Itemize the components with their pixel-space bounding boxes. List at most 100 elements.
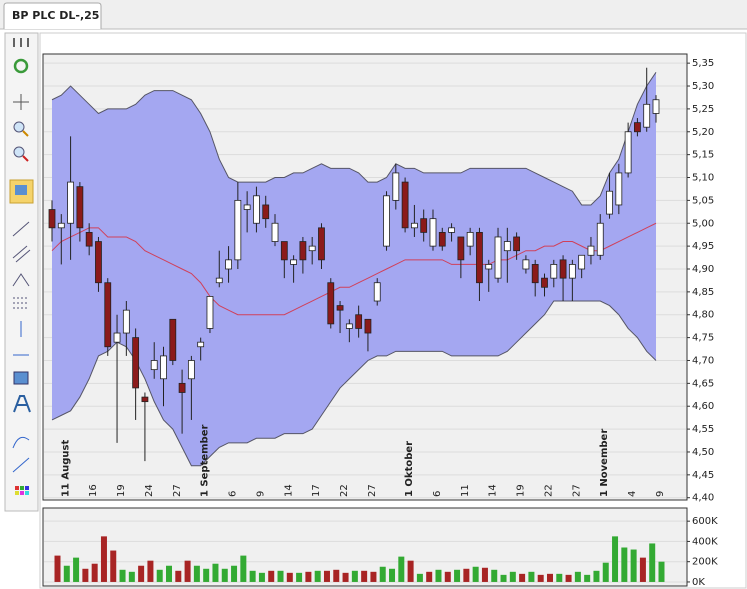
x-tick-label: 1 Oktober <box>404 441 415 497</box>
volume-bar <box>203 568 210 582</box>
x-tick-label: 19 <box>516 484 527 497</box>
x-tick-label: 6 <box>432 491 443 497</box>
y-tick-label: 4,85 <box>692 287 714 298</box>
tool-line[interactable] <box>12 221 30 237</box>
volume-bar <box>454 569 461 582</box>
tool-curve[interactable] <box>12 436 30 449</box>
volume-bar <box>296 572 303 582</box>
volume-bar <box>323 570 330 582</box>
volume-bar <box>212 563 219 582</box>
candle-body <box>76 186 84 229</box>
volume-bar <box>166 565 173 582</box>
tool-rectangle[interactable] <box>13 371 29 385</box>
candle-body <box>373 282 381 302</box>
tool-refresh[interactable] <box>13 58 29 74</box>
x-tick-label: 11 August <box>60 440 71 497</box>
candle-body <box>262 204 270 220</box>
tool-ray[interactable] <box>12 457 30 473</box>
candle-body <box>318 227 325 261</box>
candle-body <box>67 181 74 224</box>
x-tick-label: 9 <box>655 491 666 497</box>
candle-body <box>568 264 576 279</box>
candle-body <box>57 222 65 229</box>
candle-body <box>206 296 214 329</box>
tool-crosshair[interactable] <box>13 94 29 110</box>
tool-fibonacci[interactable] <box>13 297 29 309</box>
tool-triangle[interactable] <box>12 273 30 287</box>
candle-body <box>420 218 428 233</box>
volume-bar <box>110 550 117 582</box>
tool-grip[interactable] <box>13 38 29 47</box>
tab[interactable] <box>3 2 102 29</box>
tool-zoom-in[interactable] <box>13 121 29 137</box>
candle-body <box>615 172 623 206</box>
y-tick-label: 5,00 <box>692 218 714 229</box>
candle-body <box>559 259 567 279</box>
candle-body <box>345 323 353 329</box>
volume-bar <box>584 574 591 582</box>
volume-bar <box>221 568 228 582</box>
candle-body <box>448 227 455 233</box>
tool-palette[interactable] <box>15 486 29 495</box>
candle-body <box>383 195 390 247</box>
y-tick-label: 400K <box>692 536 718 547</box>
candle-body <box>652 99 660 114</box>
volume-bar <box>286 572 293 582</box>
tool-select[interactable] <box>9 179 34 204</box>
tool-channel[interactable] <box>12 245 31 263</box>
tab-title[interactable]: BP PLC DL-,25 <box>12 9 99 22</box>
candle-body <box>624 131 632 174</box>
volume-bar <box>333 569 340 582</box>
y-tick-label: 4,40 <box>692 493 714 504</box>
volume-bar <box>119 569 126 582</box>
volume-bar <box>519 573 526 582</box>
volume-bar <box>639 557 646 582</box>
volume-bar <box>481 567 488 582</box>
x-tick-label: 14 <box>283 484 294 497</box>
volume-bar <box>574 571 581 582</box>
volume-bar <box>175 570 182 582</box>
candle-body <box>466 231 474 247</box>
tool-text[interactable] <box>13 395 31 413</box>
y-tick-label: 4,95 <box>692 241 714 252</box>
volume-bar <box>156 569 163 582</box>
candle-body <box>299 241 307 261</box>
candle-body <box>215 277 223 284</box>
x-tick-label: 6 <box>228 491 239 497</box>
x-tick-label: 27 <box>571 484 582 497</box>
candle-body <box>643 103 651 128</box>
volume-bar <box>463 568 470 582</box>
volume-bar <box>491 569 498 582</box>
candle-body <box>578 254 586 270</box>
tool-zoom-out[interactable] <box>13 146 29 162</box>
volume-bar <box>509 571 516 582</box>
candle-body <box>290 259 298 265</box>
candle-body <box>271 222 279 242</box>
candle-body <box>122 309 130 334</box>
volume-bar <box>435 569 442 582</box>
volume-bar <box>398 556 405 582</box>
volume-bar <box>73 557 80 582</box>
volume-bar <box>602 562 609 582</box>
candle-body <box>327 282 335 325</box>
volume-bar <box>91 563 98 582</box>
candle-body <box>503 241 511 252</box>
volume-bar <box>305 571 312 582</box>
candle-body <box>308 245 316 252</box>
candle-body <box>280 241 288 261</box>
candle-body <box>550 264 558 279</box>
candle-body <box>355 314 363 329</box>
candle-body <box>104 282 112 348</box>
candle-body <box>187 360 195 380</box>
volume-bar <box>258 572 265 582</box>
candle-body <box>634 122 641 133</box>
candle-body <box>160 355 167 380</box>
volume-bar <box>351 570 358 582</box>
y-tick-label: 4,65 <box>692 378 714 389</box>
x-tick-label: 14 <box>488 484 499 497</box>
y-tick-label: 4,90 <box>692 264 714 275</box>
candle-body <box>541 277 548 288</box>
candle-body <box>476 231 483 284</box>
y-tick-label: 5,30 <box>692 81 714 92</box>
volume-bar <box>240 555 247 582</box>
